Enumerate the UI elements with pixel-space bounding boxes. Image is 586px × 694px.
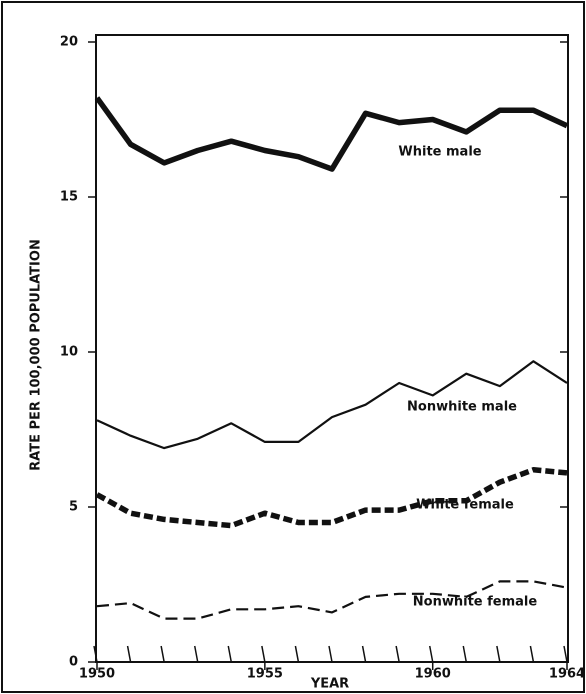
x-tick-label: 1964 bbox=[549, 667, 585, 682]
x-tick-label: 1960 bbox=[415, 667, 451, 682]
y-tick-label: 10 bbox=[60, 345, 78, 360]
x-tick-label: 1950 bbox=[79, 667, 115, 682]
y-tick-label: 5 bbox=[69, 500, 78, 515]
x-minor-tick bbox=[261, 645, 266, 663]
x-minor-tick bbox=[193, 645, 199, 663]
x-minor-tick bbox=[93, 645, 98, 663]
x-minor-tick bbox=[361, 645, 367, 663]
y-tick-label: 0 bbox=[69, 655, 78, 670]
series-line bbox=[95, 467, 568, 529]
series-label: White male bbox=[398, 145, 481, 160]
x-axis-label: YEAR bbox=[310, 677, 349, 692]
x-minor-tick bbox=[529, 645, 535, 663]
series-line bbox=[96, 580, 568, 620]
x-minor-tick bbox=[294, 645, 300, 663]
x-minor-tick bbox=[126, 645, 132, 663]
series-label: Nonwhite male bbox=[407, 400, 517, 415]
y-tick-label: 15 bbox=[60, 190, 78, 205]
x-minor-tick bbox=[563, 645, 568, 663]
x-minor-tick bbox=[227, 645, 233, 663]
plot-frame bbox=[95, 34, 569, 663]
x-minor-tick bbox=[328, 645, 333, 663]
series-line bbox=[96, 360, 568, 450]
series-label: White female bbox=[416, 498, 514, 513]
x-minor-tick bbox=[160, 645, 165, 663]
x-minor-tick bbox=[428, 645, 434, 663]
y-tick-label: 20 bbox=[60, 35, 78, 50]
y-axis-label: RATE PER 100,000 POPULATION bbox=[29, 239, 44, 471]
series-line bbox=[94, 96, 569, 172]
x-minor-tick bbox=[395, 645, 400, 663]
x-minor-tick bbox=[496, 645, 501, 663]
series-label: Nonwhite female bbox=[413, 595, 538, 610]
x-tick-label: 1955 bbox=[247, 667, 283, 682]
x-minor-tick bbox=[462, 645, 468, 663]
